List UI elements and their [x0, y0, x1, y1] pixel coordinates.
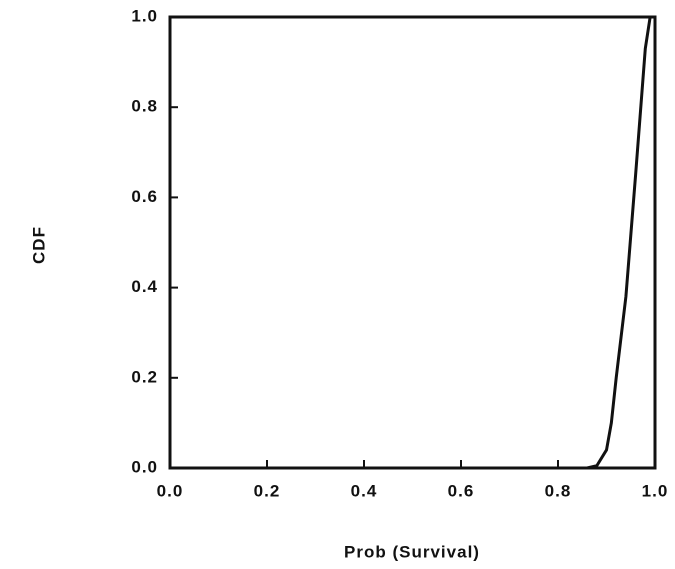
- y-tick-label: 0.8: [131, 97, 158, 116]
- y-tick-label: 0.6: [131, 187, 158, 206]
- x-tick-label: 0.2: [254, 481, 281, 500]
- y-tick-label: 0.0: [131, 457, 158, 476]
- y-tick-label: 0.4: [131, 277, 158, 296]
- x-tick-label: 0.6: [448, 481, 475, 500]
- x-tick-label: 0.0: [157, 481, 184, 500]
- x-axis-label: Prob (Survival): [344, 542, 480, 561]
- y-axis-label: CDF: [29, 226, 48, 264]
- x-tick-label: 0.8: [545, 481, 572, 500]
- plot-frame: [168, 15, 657, 470]
- y-tick-label: 1.0: [131, 6, 158, 25]
- x-tick-label: 0.4: [351, 481, 378, 500]
- x-tick-label: 1.0: [642, 481, 669, 500]
- line-series: [170, 15, 655, 470]
- y-tick-label: 0.2: [131, 367, 158, 386]
